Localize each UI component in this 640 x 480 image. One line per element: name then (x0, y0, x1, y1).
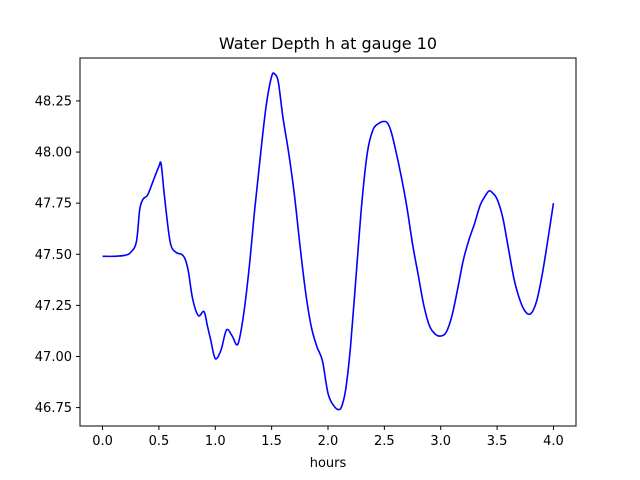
x-tick-label: 0.5 (149, 434, 170, 449)
y-tick-label: 48.00 (35, 146, 72, 161)
x-tick-label: 4.0 (543, 434, 564, 449)
y-tick-label: 46.75 (35, 401, 72, 416)
plot-frame (79, 57, 577, 427)
x-tick-label: 2.0 (318, 434, 339, 449)
x-tick-label: 1.5 (261, 434, 282, 449)
y-tick-label: 47.00 (35, 350, 72, 365)
x-tick-label: 0.0 (92, 434, 113, 449)
x-tick-label: 2.5 (374, 434, 395, 449)
y-axis: 46.75 47.00 47.25 47.50 47.75 48.00 48.25 (35, 94, 80, 416)
x-tick-label: 1.0 (205, 434, 226, 449)
x-tick-label: 3.5 (487, 434, 508, 449)
x-axis-label: hours (310, 456, 347, 471)
y-tick-label: 47.25 (35, 299, 72, 314)
series-line-water-depth (102, 72, 555, 411)
y-tick-label: 48.25 (35, 94, 72, 109)
y-tick-label: 47.50 (35, 248, 72, 263)
chart-title: Water Depth h at gauge 10 (219, 34, 437, 53)
y-tick-label: 47.75 (35, 197, 72, 212)
x-axis: 0.0 0.5 1.0 1.5 2.0 2.5 3.0 3.5 4.0 (92, 426, 564, 449)
plot-area (102, 72, 555, 411)
x-tick-label: 3.0 (430, 434, 451, 449)
